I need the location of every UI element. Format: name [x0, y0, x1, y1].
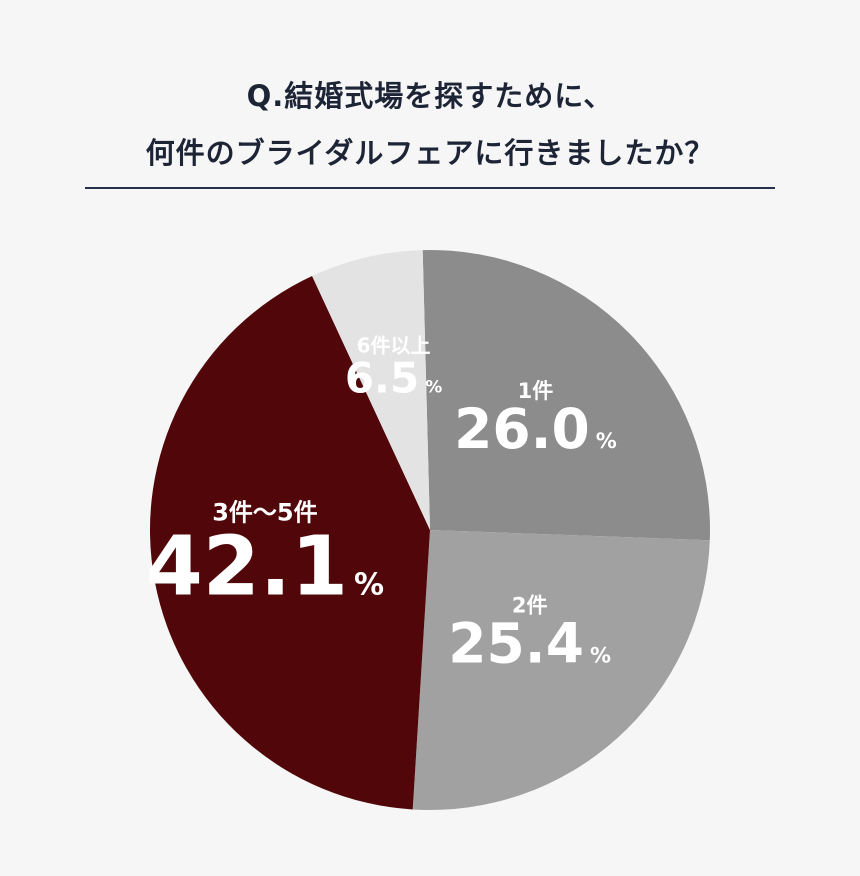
slice-value-label-one: 26.0%: [454, 397, 617, 461]
pie-slice-three-to-five: [149, 276, 431, 810]
slice-value-label-two: 25.4%: [448, 611, 611, 675]
pie-slice-six-plus: [312, 250, 430, 530]
slice-category-label-two: 2件: [512, 593, 548, 617]
title-underline: [85, 187, 775, 189]
slice-category-label-six-plus: 6件以上: [357, 334, 431, 358]
chart-title: Q.結婚式場を探すために、 何件のブライダルフェアに行きましたか？: [0, 68, 860, 182]
chart-title-line-1: Q.結婚式場を探すために、: [246, 79, 614, 113]
slice-category-label-three-to-five: 3件～5件: [212, 498, 317, 526]
slice-category-label-one: 1件: [518, 379, 554, 403]
pie-slice-two: [412, 530, 710, 810]
slice-value-label-six-plus: 6.5%: [345, 354, 442, 403]
pie-slice-one: [422, 250, 711, 541]
slice-value-label-three-to-five: 42.1%: [146, 519, 384, 614]
chart-title-line-2: 何件のブライダルフェアに行きましたか？: [145, 136, 715, 170]
